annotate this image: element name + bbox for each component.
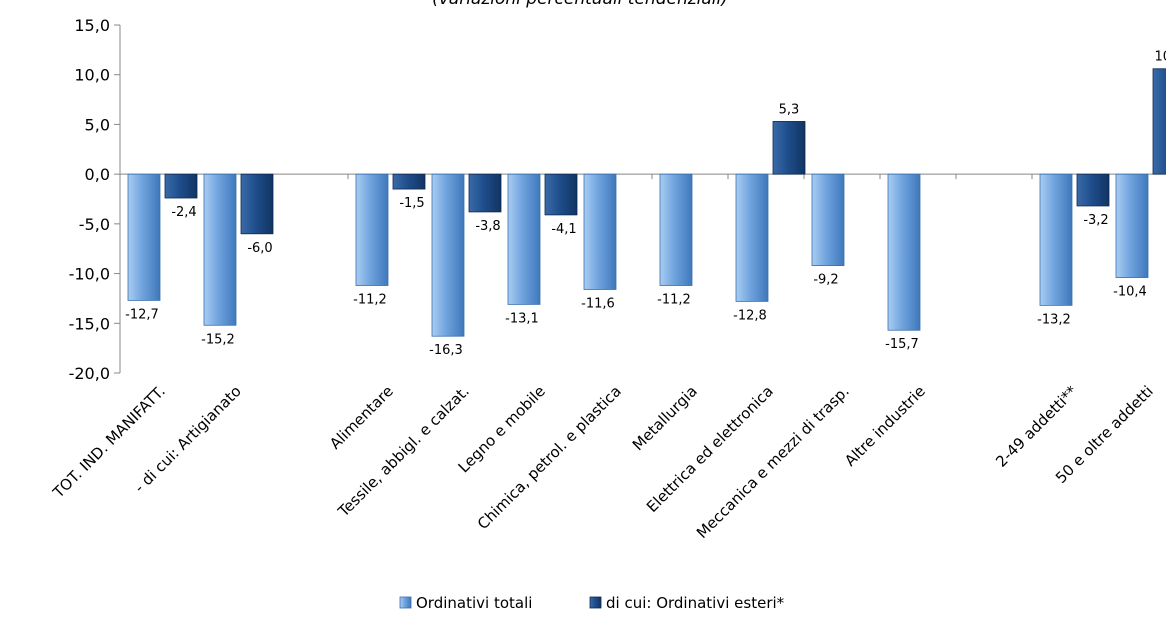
bar-ordinativi-totali	[659, 173, 693, 286]
bar-ordinativi-esteri	[164, 173, 198, 199]
bar-ordinativi-totali	[203, 173, 237, 326]
data-label: 10,6	[1155, 50, 1166, 65]
data-label: -2,4	[171, 205, 196, 220]
data-label: -12,7	[125, 307, 159, 322]
data-label: -4,1	[551, 222, 576, 237]
y-tick-label: -10,0	[69, 265, 110, 284]
bar-ordinativi-totali	[811, 173, 845, 267]
x-category-label: Elettrica ed elettronica	[643, 382, 777, 516]
data-label: 5,3	[779, 102, 800, 117]
legend: Ordinativi totali di cui: Ordinativi este…	[399, 594, 785, 612]
bar-ordinativi-esteri	[392, 173, 426, 190]
bar-ordinativi-esteri	[772, 121, 806, 175]
data-label: -11,2	[657, 293, 691, 308]
data-label: -12,8	[733, 308, 767, 323]
bar-ordinativi-totali	[735, 173, 769, 302]
bar-ordinativi-totali	[431, 173, 465, 337]
x-category-label: Chimica, petrol. e plastica	[474, 382, 625, 533]
bar-ordinativi-esteri	[468, 173, 502, 213]
y-tick-label: -5,0	[79, 215, 110, 234]
bar-ordinativi-esteri	[544, 173, 578, 216]
data-label: -3,8	[475, 219, 500, 234]
data-label: -6,0	[247, 241, 272, 256]
bar-ordinativi-totali	[583, 173, 617, 290]
data-label: -10,4	[1113, 285, 1147, 300]
x-category-label: Altre industrie	[841, 382, 929, 470]
legend-label: di cui: Ordinativi esteri*	[606, 594, 785, 612]
x-category-label: Alimentare	[326, 382, 397, 453]
x-category-label: Metallurgia	[629, 382, 701, 454]
bar-ordinativi-totali	[355, 173, 389, 286]
y-tick-label: 10,0	[74, 66, 110, 85]
bar-ordinativi-totali	[1115, 173, 1149, 278]
legend-swatch	[589, 596, 602, 609]
data-label: -13,2	[1037, 312, 1071, 327]
bar-ordinativi-esteri	[240, 173, 274, 235]
data-label: -1,5	[399, 196, 424, 211]
x-category-label: Tessile, abbigl. e calzat.	[334, 382, 473, 521]
y-tick-label: 0,0	[85, 165, 110, 184]
x-category-label: Meccanica e mezzi di trasp.	[693, 382, 853, 542]
bar-ordinativi-esteri	[1076, 173, 1110, 207]
bar-ordinativi-esteri	[1152, 68, 1166, 175]
bar-ordinativi-totali	[887, 173, 921, 331]
bar-ordinativi-totali	[127, 173, 161, 301]
data-label: -15,7	[885, 337, 919, 352]
plot-area: 15,0 10,0 5,0 0,0 -5,0 -10,0 -15,0 -20,0 -12,7 -2…	[49, 16, 1166, 542]
legend-swatch	[399, 596, 412, 609]
data-label: -13,1	[505, 311, 539, 326]
data-label: -9,2	[813, 273, 838, 288]
y-tick-label: -15,0	[69, 314, 110, 333]
y-tick-label: 5,0	[85, 115, 110, 134]
legend-label: Ordinativi totali	[416, 594, 532, 612]
data-label: -11,6	[581, 296, 615, 311]
data-label: -16,3	[429, 343, 463, 358]
data-label: -3,2	[1083, 213, 1108, 228]
y-tick-label: 15,0	[74, 16, 110, 35]
bar-ordinativi-totali	[507, 173, 541, 305]
data-label: -11,2	[353, 293, 387, 308]
chart-subtitle: (variazioni percentuali tendenziali)	[432, 0, 728, 9]
bar-ordinativi-totali	[1039, 173, 1073, 306]
y-tick-label: -20,0	[69, 364, 110, 383]
data-label: -15,2	[201, 332, 235, 347]
